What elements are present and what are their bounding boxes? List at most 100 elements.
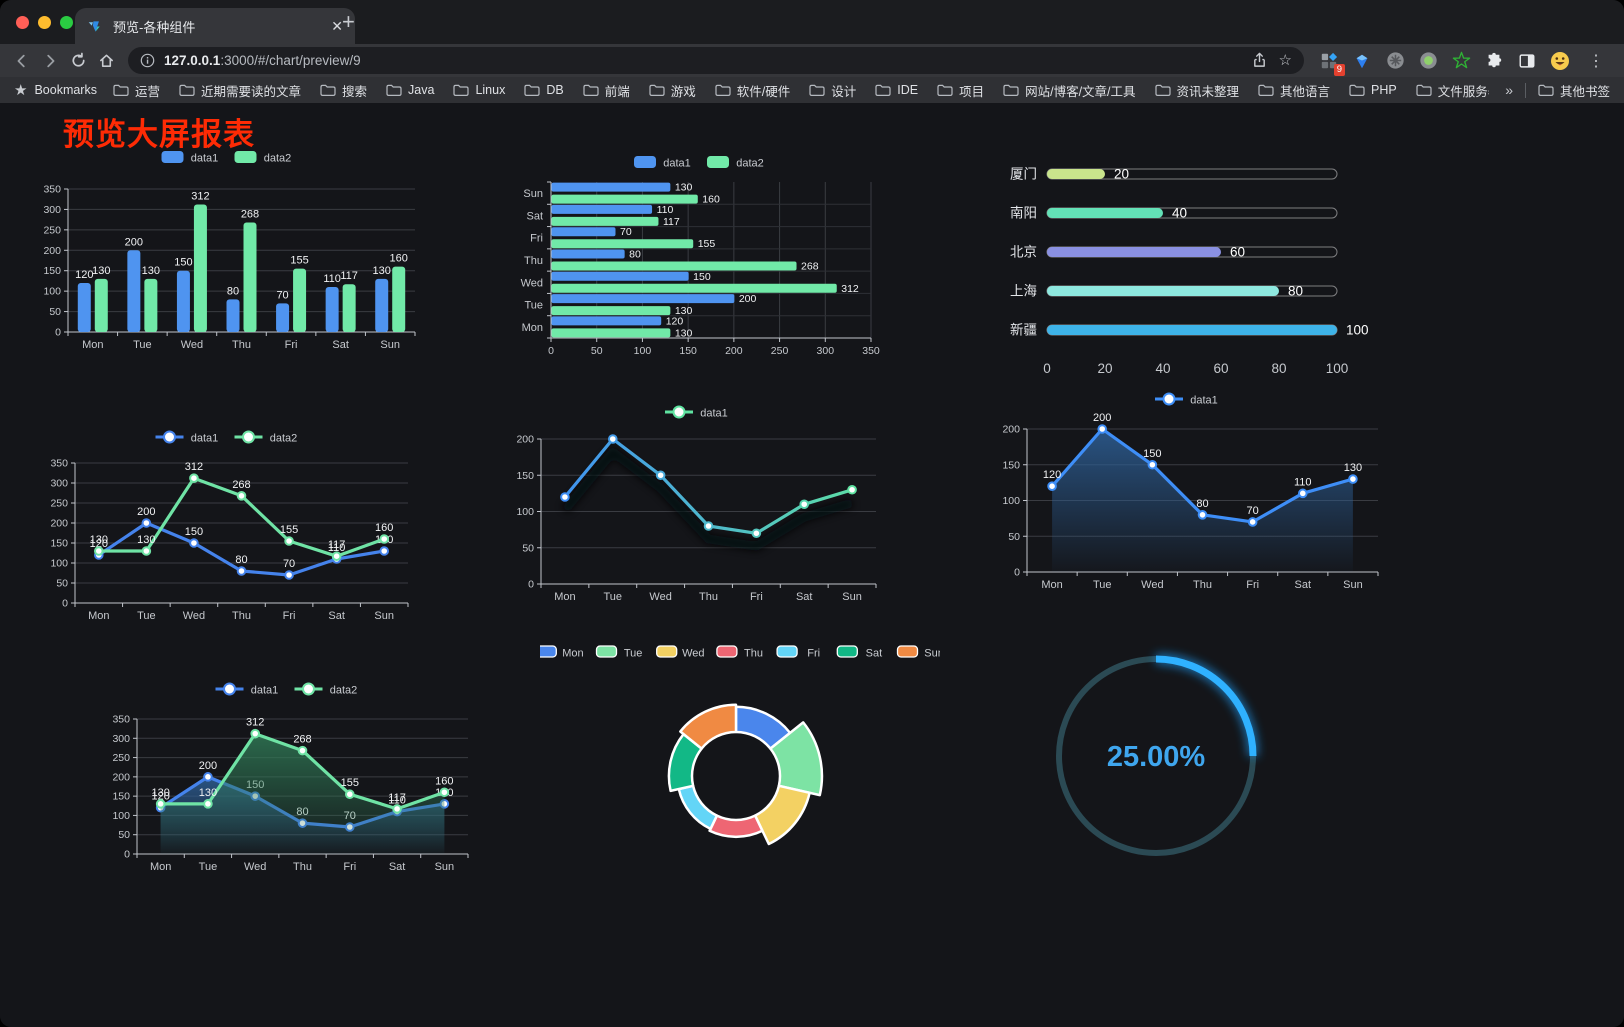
bookmark-folder[interactable]: 文件服务器 [1416, 81, 1489, 100]
extension-gray-circle-icon[interactable] [1384, 50, 1406, 72]
progress-row: 上海 80 [1010, 284, 1338, 299]
extension-record-icon[interactable] [1417, 50, 1439, 72]
extension-green-star-icon[interactable] [1450, 50, 1472, 72]
bookmark-star-icon[interactable]: ☆ [1278, 52, 1292, 69]
maximize-window-button[interactable] [60, 16, 73, 29]
svg-text:40: 40 [1172, 206, 1187, 221]
bookmark-folder[interactable]: 搜索 [320, 81, 367, 100]
bookmark-folders: 运营 近期需要读的文章 搜索 Java Linux DB 前端 游戏 软件/硬件 设计 IDE 项目 网… [113, 81, 1489, 100]
bookmark-folder[interactable]: 近期需要读的文章 [179, 81, 301, 100]
bookmark-folder[interactable]: 运营 [113, 81, 160, 100]
reload-button[interactable] [64, 48, 92, 74]
bookmark-folder[interactable]: PHP [1349, 83, 1397, 97]
legend-item-Wed[interactable]: Wed [656, 645, 705, 660]
bookmark-folder[interactable]: 资讯未整理 [1154, 81, 1239, 100]
bookmark-folder[interactable]: Java [386, 83, 434, 97]
browser-tab[interactable]: 预览-各种组件 ✕ [75, 8, 355, 44]
legend-item-Fri[interactable]: Fri [776, 645, 820, 660]
chart-progress-bars[interactable]: 厦门 20 南阳 40 北京 60 上海 80 新疆 100 0 20 40 60 80 100 [985, 148, 1390, 393]
legend-item-Tue[interactable]: Tue [595, 645, 643, 660]
svg-text:150: 150 [185, 526, 203, 538]
home-button[interactable] [92, 48, 120, 74]
pie-slice-Thu[interactable] [708, 814, 764, 839]
legend-item-data1[interactable]: data1 [215, 682, 279, 697]
bookmark-folder-label: 近期需要读的文章 [201, 84, 302, 99]
other-bookmarks-folder[interactable]: 其他书签 [1538, 81, 1610, 100]
side-panel-icon[interactable] [1516, 50, 1538, 72]
browser-menu-icon[interactable]: ⋮ [1588, 52, 1604, 70]
pie-slice-Sun[interactable] [679, 703, 738, 750]
legend-item-data1[interactable]: data1 [155, 430, 219, 445]
svg-text:Fri: Fri [283, 610, 296, 622]
bookmark-folder[interactable]: IDE [875, 83, 918, 97]
legend-item-Sat[interactable]: Sat [836, 645, 882, 660]
back-button[interactable] [8, 48, 36, 74]
bookmark-folder[interactable]: Linux [453, 83, 505, 97]
share-icon[interactable] [1252, 52, 1267, 69]
progress-row: 北京 60 [1010, 245, 1338, 260]
svg-text:350: 350 [112, 714, 130, 726]
chart-ring-gauge[interactable]: 25.00% [1040, 628, 1280, 878]
svg-text:Tue: Tue [199, 861, 218, 873]
minimize-window-button[interactable] [38, 16, 51, 29]
extension-gem-icon[interactable] [1351, 50, 1373, 72]
chart-area-double[interactable]: data1 data2 0 50 100 150 200 250 300 350 Mon Tue Wed… [95, 675, 480, 895]
chart-line-gradient[interactable]: data1 0 50 100 150 200 Mon Tue Wed Thu Fri Sat Sun [505, 398, 890, 613]
chart-bar-vertical[interactable]: data1 data2 0 50 100 150 200 250 300 350 Mon Tue Wed… [30, 143, 425, 368]
svg-text:250: 250 [50, 498, 68, 510]
bookmark-folder[interactable]: 游戏 [649, 81, 696, 100]
legend-item-Thu[interactable]: Thu [716, 645, 763, 660]
close-window-button[interactable] [16, 16, 29, 29]
emoji-extension-icon[interactable] [1549, 50, 1571, 72]
legend-item-data1[interactable]: data1 [161, 151, 219, 165]
pie-slice-Tue[interactable] [769, 721, 824, 797]
bookmark-folder[interactable]: 软件/硬件 [715, 81, 790, 100]
chart-rose-donut[interactable]: Mon Tue Wed Thu Fri Sat Sun [535, 638, 944, 873]
address-bar[interactable]: 127.0.0.1:3000/#/chart/preview/9 ☆ [128, 47, 1304, 74]
svg-text:117: 117 [388, 792, 406, 804]
bookmarks-label: Bookmarks [34, 83, 97, 97]
bookmarks-root[interactable]: ★ Bookmarks [14, 83, 97, 98]
legend-item-data2[interactable]: data2 [707, 156, 764, 170]
svg-text:150: 150 [112, 791, 130, 803]
svg-text:100: 100 [516, 506, 534, 518]
chart-area-single[interactable]: data1 0 50 100 150 200 Mon Tue Wed Thu Fri Sat Sun 12… [985, 385, 1390, 605]
legend-item-data1[interactable]: data1 [1155, 392, 1218, 407]
chart-line-two-series[interactable]: data1 data2 0 50 100 150 200 250 300 350 Mon Tue Wed… [35, 423, 420, 643]
svg-text:300: 300 [817, 345, 835, 357]
legend-item-data1[interactable]: data1 [634, 156, 691, 170]
svg-text:130: 130 [137, 534, 155, 546]
bookmark-folder[interactable]: 项目 [937, 81, 984, 100]
extension-grid-icon[interactable]: 9 [1318, 50, 1345, 76]
svg-text:50: 50 [1008, 531, 1020, 543]
pie-slice-Wed[interactable] [753, 784, 811, 846]
bookmark-folder[interactable]: DB [524, 83, 564, 97]
svg-text:Tue: Tue [604, 591, 623, 603]
tab-close-icon[interactable]: ✕ [331, 17, 343, 34]
bookmark-folder[interactable]: 其他语言 [1258, 81, 1330, 100]
svg-text:50: 50 [56, 578, 68, 590]
new-tab-button[interactable]: + [342, 9, 355, 34]
bookmark-folder[interactable]: 设计 [809, 81, 856, 100]
svg-text:北京: 北京 [1010, 245, 1037, 260]
svg-text:60: 60 [1230, 245, 1245, 260]
bookmark-folder[interactable]: 前端 [583, 81, 630, 100]
legend-item-Mon[interactable]: Mon [535, 645, 584, 660]
legend-item-Sun[interactable]: Sun [896, 645, 944, 660]
forward-button[interactable] [36, 48, 64, 74]
site-info-icon[interactable] [140, 53, 155, 68]
legend-item-data2[interactable]: data2 [234, 430, 298, 445]
bookmark-folder[interactable]: 网站/博客/文章/工具 [1003, 81, 1136, 100]
legend-item-data2[interactable]: data2 [234, 151, 292, 165]
pie-slice-Fri[interactable] [677, 784, 719, 831]
legend-item-data1[interactable]: data1 [665, 405, 728, 420]
bookmarks-overflow-button[interactable]: » [1505, 82, 1513, 98]
chart-bar-horizontal[interactable]: data1 data2 0 50 100 150 200 250 300 350 Sun 130 160… [505, 148, 895, 368]
extensions-puzzle-icon[interactable] [1483, 50, 1505, 72]
legend-item-data2[interactable]: data2 [294, 682, 358, 697]
svg-text:60: 60 [1213, 361, 1228, 376]
svg-text:Fri: Fri [1246, 579, 1259, 591]
other-bookmarks-label: 其他书签 [1559, 84, 1610, 99]
bookmarks-star-icon: ★ [14, 81, 28, 99]
